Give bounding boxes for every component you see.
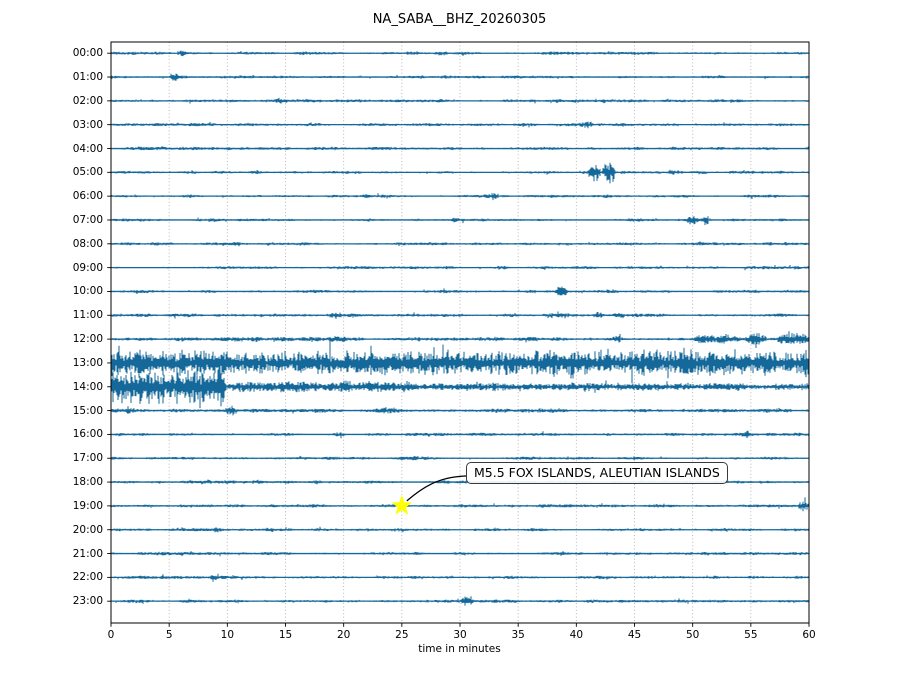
trace-row-04:00	[111, 146, 809, 151]
trace-row-06:00	[111, 193, 809, 201]
trace-row-10:00	[111, 286, 809, 296]
trace-row-01:00	[111, 73, 809, 81]
y-tick-label: 03:00	[72, 118, 103, 131]
y-tick-label: 00:00	[72, 47, 103, 60]
trace-row-07:00	[111, 216, 809, 226]
trace-row-08:00	[111, 241, 809, 247]
y-tick-label: 06:00	[72, 190, 103, 203]
y-tick-label: 04:00	[72, 142, 103, 155]
x-tick-label: 35	[511, 629, 525, 641]
trace-row-15:00	[111, 405, 809, 416]
x-tick-label: 10	[220, 629, 235, 641]
y-tick-label: 16:00	[72, 428, 103, 441]
y-tick-label: 13:00	[72, 356, 103, 369]
trace-row-14:00	[111, 366, 809, 409]
x-tick-label: 15	[278, 629, 293, 641]
y-tick-label: 09:00	[72, 261, 103, 274]
y-tick-label: 20:00	[72, 523, 103, 536]
x-axis-title: time in minutes	[418, 643, 501, 655]
trace-row-12:00	[111, 331, 809, 348]
trace-row-23:00	[111, 596, 809, 606]
x-tick-label: 45	[627, 629, 642, 641]
y-tick-label: 22:00	[72, 571, 103, 584]
x-tick-label: 0	[107, 629, 115, 641]
event-annotation: M5.5 FOX ISLANDS, ALEUTIAN ISLANDS	[466, 462, 728, 484]
y-tick-label: 15:00	[72, 404, 103, 417]
y-tick-label: 02:00	[72, 94, 103, 107]
y-tick-label: 14:00	[72, 380, 103, 393]
x-tick-label: 20	[336, 629, 351, 641]
y-tick-label: 08:00	[72, 237, 103, 250]
trace-row-09:00	[111, 265, 809, 271]
y-tick-label: 21:00	[72, 547, 103, 560]
y-tick-label: 11:00	[72, 309, 103, 322]
trace-row-22:00	[111, 573, 809, 582]
traces	[111, 50, 809, 606]
trace-row-11:00	[111, 311, 809, 319]
y-tick-label: 18:00	[72, 476, 103, 489]
chart-title: NA_SABA__BHZ_20260305	[372, 12, 547, 27]
y-tick-label: 05:00	[72, 166, 103, 179]
y-tick-label: 10:00	[72, 285, 103, 298]
trace-row-05:00	[111, 162, 809, 184]
trace-row-21:00	[111, 551, 809, 557]
x-tick-label: 40	[569, 629, 584, 641]
x-tick-label: 5	[165, 629, 173, 641]
trace-row-17:00	[111, 455, 809, 461]
x-tick-label: 30	[453, 629, 467, 641]
trace-row-02:00	[111, 97, 809, 104]
x-tick-label: 55	[744, 629, 758, 641]
x-tick-label: 25	[395, 629, 409, 641]
trace-row-16:00	[111, 430, 809, 439]
event-annotation-text: M5.5 FOX ISLANDS, ALEUTIAN ISLANDS	[474, 465, 720, 480]
y-tick-label: 19:00	[72, 499, 103, 512]
y-tick-label: 01:00	[72, 71, 103, 84]
trace-row-00:00	[111, 50, 809, 57]
y-tick-label: 23:00	[72, 595, 103, 608]
x-tick-label: 50	[685, 629, 700, 641]
y-tick-label: 07:00	[72, 213, 103, 226]
trace-row-20:00	[111, 526, 809, 533]
trace-row-13:00	[111, 338, 809, 384]
annotation-leader-line	[406, 475, 467, 502]
trace-row-03:00	[111, 121, 809, 129]
trace-row-19:00	[111, 497, 809, 512]
x-tick-label: 60	[802, 629, 816, 641]
event-star-icon	[391, 494, 413, 515]
y-tick-label: 12:00	[72, 333, 103, 346]
y-tick-label: 17:00	[72, 452, 103, 465]
